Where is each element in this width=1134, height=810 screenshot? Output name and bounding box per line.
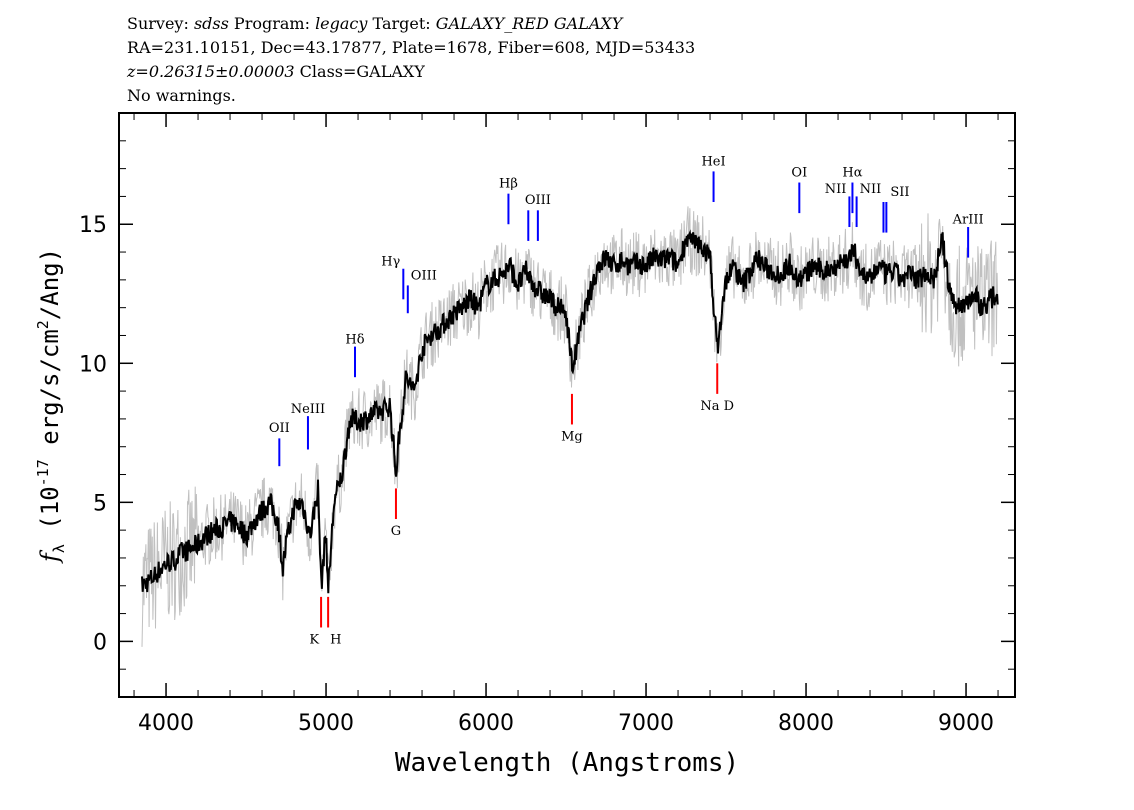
y-tick-label: 5 — [93, 491, 107, 516]
y-tick-label: 15 — [79, 213, 107, 238]
header-line-2: RA=231.10151, Dec=43.17877, Plate=1678, … — [127, 38, 696, 57]
header-line-1: Survey: sdss Program: legacy Target: GAL… — [127, 14, 622, 34]
y-label-post: /Ang) — [36, 248, 64, 320]
x-tick-label: 8000 — [778, 711, 834, 736]
line-label: Hδ — [345, 332, 364, 347]
y-label-sub: λ — [50, 544, 68, 553]
line-label: OIII — [525, 193, 551, 208]
line-label: SII — [890, 185, 909, 200]
class: Class=GALAXY — [299, 62, 425, 81]
line-label: NeIII — [291, 402, 325, 417]
line-label: OI — [791, 165, 807, 180]
line-label: Hγ — [381, 254, 400, 269]
flux-spectrum-line — [141, 229, 999, 594]
program-value: legacy — [315, 14, 368, 33]
y-tick-label: 0 — [93, 630, 107, 655]
line-label: Mg — [561, 430, 583, 445]
target-value: GALAXY_RED GALAXY — [435, 14, 623, 33]
redshift: z=0.26315±0.00003 — [127, 62, 295, 81]
line-label: Hα — [842, 165, 862, 180]
line-label: H — [330, 633, 341, 648]
header-line-3: z=0.26315±0.00003 Class=GALAXY — [127, 62, 425, 82]
axes: 4000 5000 6000 7000 8000 9000 0 5 10 15 — [79, 113, 1015, 736]
program-label: Program: — [233, 14, 310, 33]
x-tick-label: 9000 — [938, 711, 994, 736]
x-tick-label: 5000 — [298, 711, 354, 736]
plot-frame — [118, 112, 1016, 698]
x-tick-label: 6000 — [458, 711, 514, 736]
line-label: Hβ — [499, 177, 518, 192]
error-spectrum-line — [141, 206, 999, 647]
warnings: No warnings. — [127, 86, 236, 105]
line-label: ArIII — [952, 213, 984, 228]
y-axis-label: fλ (10-17 erg/s/cm2/Ang) — [34, 248, 68, 564]
x-axis-label: Wavelength (Angstroms) — [395, 748, 739, 778]
y-label-exp1: -17 — [34, 459, 52, 486]
target-label: Target: — [372, 14, 431, 33]
line-label: NII — [860, 182, 882, 197]
line-label: Na D — [700, 399, 734, 414]
line-label: OIII — [411, 268, 437, 283]
survey-label: Survey: — [127, 14, 189, 33]
line-label: NII — [825, 182, 847, 197]
x-tick-label: 7000 — [618, 711, 674, 736]
y-label-mid: erg/s/cm — [36, 329, 64, 459]
y-label-exp2: 2 — [34, 320, 52, 329]
y-label-pre: (10 — [36, 486, 64, 544]
survey-value: sdss — [193, 14, 229, 33]
y-tick-label: 10 — [79, 352, 107, 377]
line-label: G — [391, 524, 401, 539]
line-label: K — [309, 633, 319, 648]
line-label: HeI — [701, 154, 725, 169]
line-label: OII — [269, 421, 290, 436]
x-tick-label: 4000 — [138, 711, 194, 736]
